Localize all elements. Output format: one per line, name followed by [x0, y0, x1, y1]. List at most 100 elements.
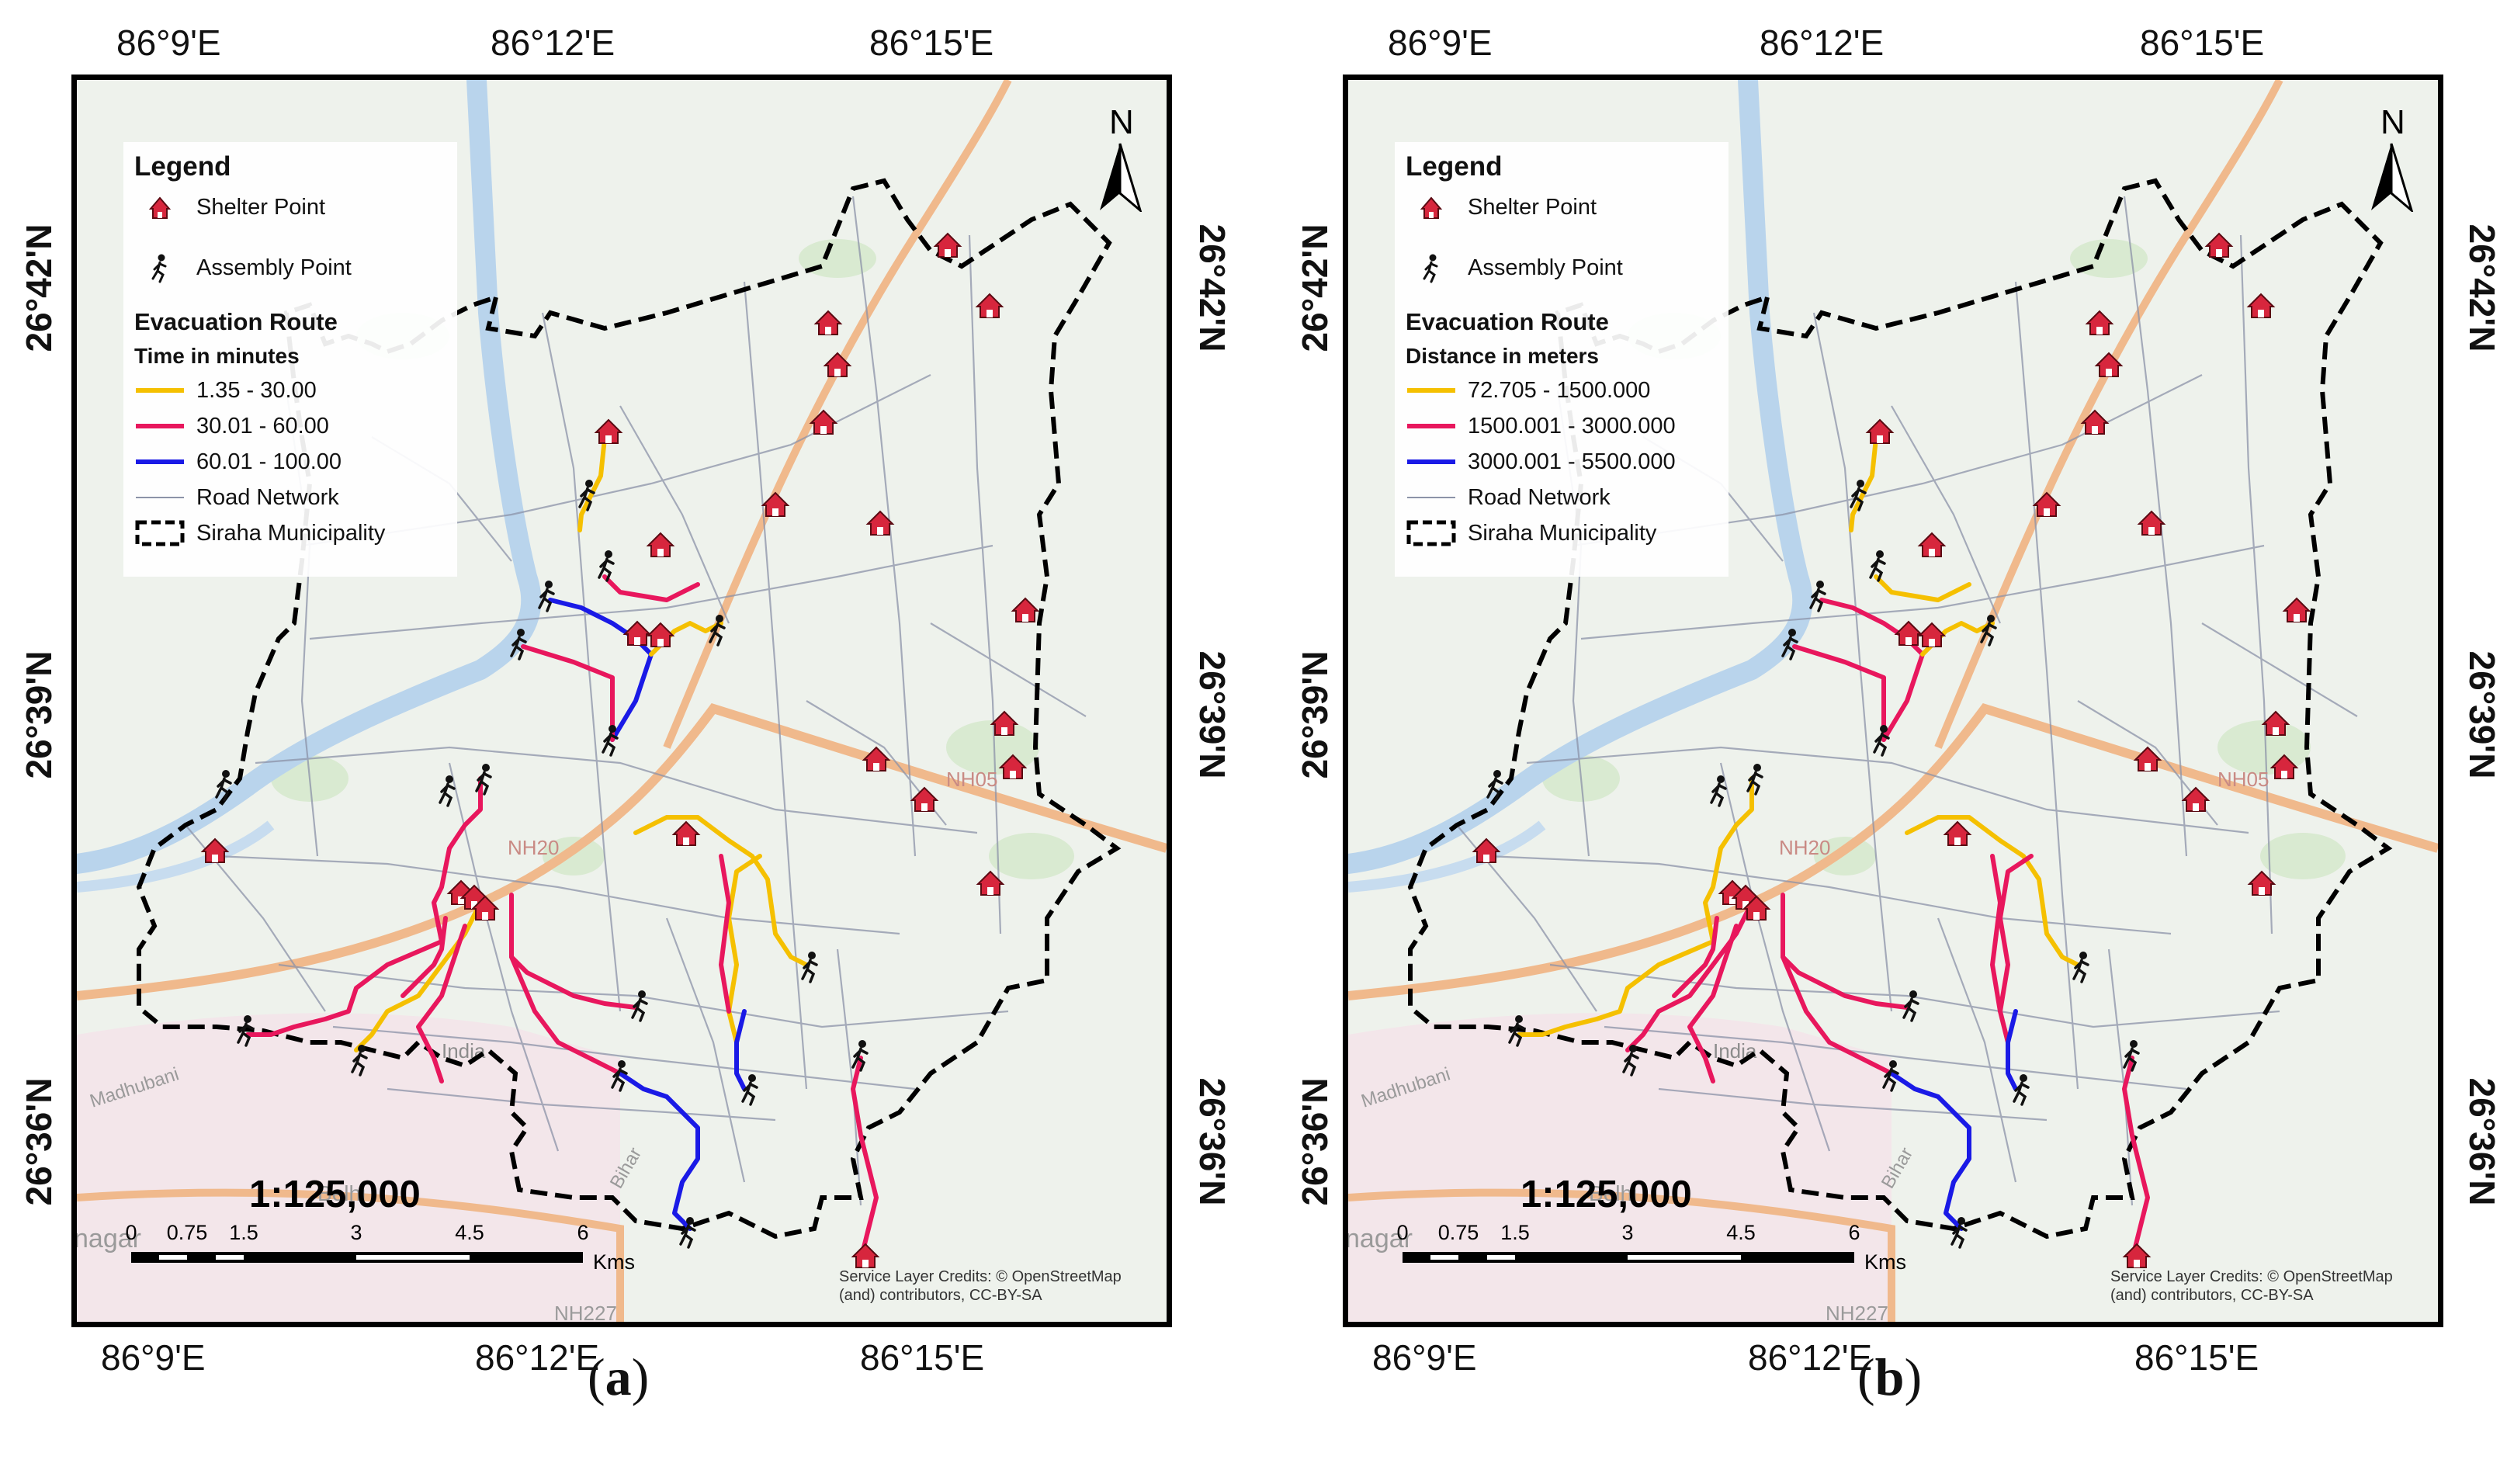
- legend-road-label: Road Network: [196, 484, 339, 510]
- legend-row-boundary: Siraha Municipality: [134, 518, 385, 549]
- house-icon: [813, 310, 843, 335]
- lon-label: 86°9'E: [101, 1337, 206, 1378]
- running-person-icon: [134, 252, 186, 283]
- running-person-icon: [1781, 629, 1798, 661]
- line-swatch-icon: [134, 411, 186, 442]
- highway-nh227: [77, 1188, 624, 1322]
- basemap-india-region: [77, 1013, 620, 1322]
- evacuation-route: [1792, 644, 1886, 742]
- lat-label: 26°36'N: [19, 1077, 59, 1206]
- running-person-icon: [2072, 952, 2089, 983]
- running-person-icon: [1622, 1045, 1639, 1077]
- service-credits: Service Layer Credits: © OpenStreetMap (a…: [839, 1267, 1122, 1305]
- house-icon: [865, 510, 895, 536]
- house-icon: [823, 352, 852, 377]
- evacuation-route: [851, 1056, 879, 1262]
- running-person-icon: [602, 725, 619, 757]
- house-icon: [933, 232, 962, 258]
- running-person-icon: [1902, 990, 1919, 1022]
- lon-label: 86°12'E: [475, 1337, 600, 1378]
- house-icon: [1865, 418, 1895, 444]
- running-person-icon: [237, 1015, 254, 1047]
- house-icon: [2085, 310, 2114, 335]
- running-person-icon: [538, 581, 555, 612]
- house-icon: [134, 192, 186, 223]
- evacuation-route: [734, 1009, 747, 1091]
- running-person-icon: [801, 952, 818, 983]
- running-person-icon: [1873, 725, 1890, 757]
- lon-label: 86°9'E: [1388, 23, 1493, 63]
- lat-label: 26°36'N: [1192, 1077, 1233, 1206]
- house-icon: [622, 620, 652, 646]
- caption-b: (b): [1857, 1347, 1923, 1406]
- running-person-icon: [351, 1045, 368, 1077]
- line-swatch-icon: [134, 375, 186, 406]
- evacuation-route: [1998, 854, 2034, 1045]
- river-branch: [1348, 820, 1546, 893]
- municipality-boundary: [1407, 178, 2393, 1240]
- lat-label: 26°36'N: [1295, 1077, 1335, 1206]
- evacuation-route: [400, 916, 448, 998]
- running-person-icon: [1508, 1015, 1525, 1047]
- service-credits: Service Layer Credits: © OpenStreetMap (a…: [2110, 1267, 2393, 1305]
- north-arrow: N: [1092, 103, 1154, 212]
- scale-tick-label: 0.75: [166, 1221, 208, 1244]
- basemap-label-nh20: NH20: [1779, 836, 1830, 859]
- legend-class2-label: 30.01 - 60.00: [196, 413, 329, 439]
- line-swatch-icon: [1406, 375, 1457, 406]
- running-person-icon: [611, 1060, 628, 1092]
- house-icon: [1742, 895, 1771, 921]
- house-icon: [976, 870, 1005, 896]
- house-icon: [2282, 597, 2311, 622]
- assembly-points: [215, 480, 869, 1249]
- lon-label: 86°12'E: [491, 23, 615, 63]
- evacuation-route: [1517, 776, 1754, 1037]
- legend-row-class1: 72.705 - 1500.000: [1406, 375, 1650, 406]
- scale-ratio: 1:125,000: [249, 1174, 421, 1215]
- legend-road-label: Road Network: [1468, 484, 1611, 510]
- evacuation-route: [1905, 815, 2080, 967]
- map-panel-b: NH20 NH05 NH227 India Belhi Madhubani Bi…: [1343, 75, 2443, 1327]
- north-arrow-icon: [1100, 143, 1143, 212]
- scale-tick-label: 1.5: [1500, 1221, 1530, 1244]
- lon-label: 86°9'E: [1372, 1337, 1477, 1378]
- legend-route-heading: Evacuation Route: [1406, 308, 1609, 335]
- legend-route-heading: Evacuation Route: [134, 308, 338, 335]
- running-person-icon: [1809, 581, 1826, 612]
- legend-boundary-label: Siraha Municipality: [196, 520, 386, 546]
- north-arrow: N: [2363, 103, 2426, 212]
- highway-north: [1934, 80, 2283, 749]
- scale-tick-label: 1.5: [229, 1221, 258, 1244]
- scale-bar-graphic: [1403, 1252, 1854, 1263]
- house-icon: [998, 754, 1028, 779]
- running-person-icon: [1710, 775, 1727, 807]
- legend-row-road: Road Network: [1406, 482, 1611, 513]
- credit-line: (and) contributors, CC-BY-SA: [2110, 1287, 2314, 1304]
- evacuation-route: [1625, 900, 1754, 1052]
- lon-label: 86°9'E: [116, 23, 221, 63]
- house-icon: [910, 786, 939, 812]
- house-icon: [975, 293, 1004, 318]
- evacuation-route: [509, 955, 622, 1076]
- legend-title: Legend: [1406, 151, 1503, 182]
- running-person-icon: [851, 1040, 869, 1072]
- legend-row-class2: 30.01 - 60.00: [134, 411, 329, 442]
- house-icon: [2246, 293, 2276, 318]
- highway-nh05: [77, 703, 1167, 1000]
- legend-row-class3: 60.01 - 100.00: [134, 446, 342, 477]
- basemap-label-nh20: NH20: [508, 836, 559, 859]
- house-icon: [2122, 1243, 2152, 1268]
- house-icon: [2247, 870, 2276, 896]
- running-person-icon: [1850, 480, 1867, 511]
- caption-a: (a): [588, 1347, 650, 1406]
- map-legend: Legend Shelter Point Assembly Point Evacuat…: [123, 142, 457, 577]
- lat-label: 26°42'N: [19, 224, 59, 352]
- shelter-points: [1472, 232, 2311, 1268]
- basemap-india-region: [1348, 1013, 1892, 1322]
- running-person-icon: [1486, 770, 1503, 802]
- lon-label: 86°12'E: [1748, 1337, 1873, 1378]
- evacuation-route: [1874, 574, 1971, 602]
- house-icon: [1917, 532, 1947, 557]
- scale-unit-label: Kms: [1864, 1250, 1906, 1274]
- boundary-swatch-icon: [134, 518, 186, 549]
